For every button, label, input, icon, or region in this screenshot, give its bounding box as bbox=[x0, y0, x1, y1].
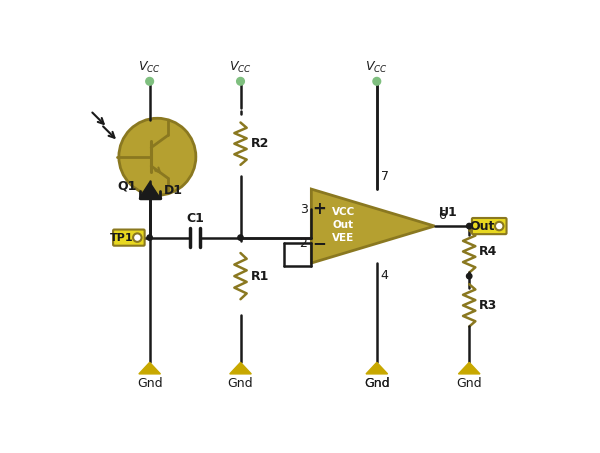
Text: Gnd: Gnd bbox=[364, 377, 389, 390]
FancyBboxPatch shape bbox=[472, 218, 506, 234]
Text: $V_{CC}$: $V_{CC}$ bbox=[229, 60, 252, 75]
Text: VEE: VEE bbox=[332, 233, 355, 243]
Circle shape bbox=[495, 222, 503, 230]
Text: +: + bbox=[312, 200, 326, 218]
Circle shape bbox=[146, 77, 154, 85]
Circle shape bbox=[133, 233, 142, 242]
FancyBboxPatch shape bbox=[113, 230, 145, 246]
Polygon shape bbox=[366, 362, 388, 374]
Text: 3: 3 bbox=[299, 202, 308, 216]
Text: VCC: VCC bbox=[332, 207, 355, 217]
Text: $V_{CC}$: $V_{CC}$ bbox=[138, 60, 161, 75]
Text: Out: Out bbox=[333, 220, 354, 230]
Text: Out: Out bbox=[470, 220, 495, 232]
Polygon shape bbox=[458, 362, 480, 374]
Text: D1: D1 bbox=[164, 184, 182, 197]
Polygon shape bbox=[140, 182, 160, 198]
Circle shape bbox=[238, 235, 243, 240]
Text: Gnd: Gnd bbox=[457, 377, 482, 390]
Text: TP1: TP1 bbox=[110, 233, 134, 243]
Text: 6: 6 bbox=[439, 209, 446, 222]
Circle shape bbox=[373, 77, 380, 85]
Text: 7: 7 bbox=[380, 170, 389, 183]
Polygon shape bbox=[230, 362, 251, 374]
Text: R2: R2 bbox=[251, 137, 269, 150]
Polygon shape bbox=[139, 362, 160, 374]
Text: C1: C1 bbox=[186, 212, 204, 225]
Circle shape bbox=[147, 235, 152, 240]
FancyArrowPatch shape bbox=[155, 168, 160, 173]
Circle shape bbox=[236, 77, 244, 85]
Text: R1: R1 bbox=[251, 270, 269, 283]
Circle shape bbox=[467, 274, 472, 279]
Circle shape bbox=[119, 118, 196, 195]
Text: −: − bbox=[312, 234, 326, 252]
Text: U1: U1 bbox=[439, 206, 457, 219]
Text: Gnd: Gnd bbox=[227, 377, 253, 390]
Text: Gnd: Gnd bbox=[364, 377, 389, 390]
Text: Gnd: Gnd bbox=[137, 377, 163, 390]
Circle shape bbox=[467, 223, 472, 229]
Text: Q1: Q1 bbox=[118, 180, 137, 193]
Text: $V_{CC}$: $V_{CC}$ bbox=[365, 60, 388, 75]
Text: R3: R3 bbox=[479, 299, 497, 312]
Text: R4: R4 bbox=[479, 245, 497, 258]
Polygon shape bbox=[311, 189, 434, 263]
Text: 2: 2 bbox=[299, 236, 308, 250]
Text: 4: 4 bbox=[380, 269, 389, 282]
